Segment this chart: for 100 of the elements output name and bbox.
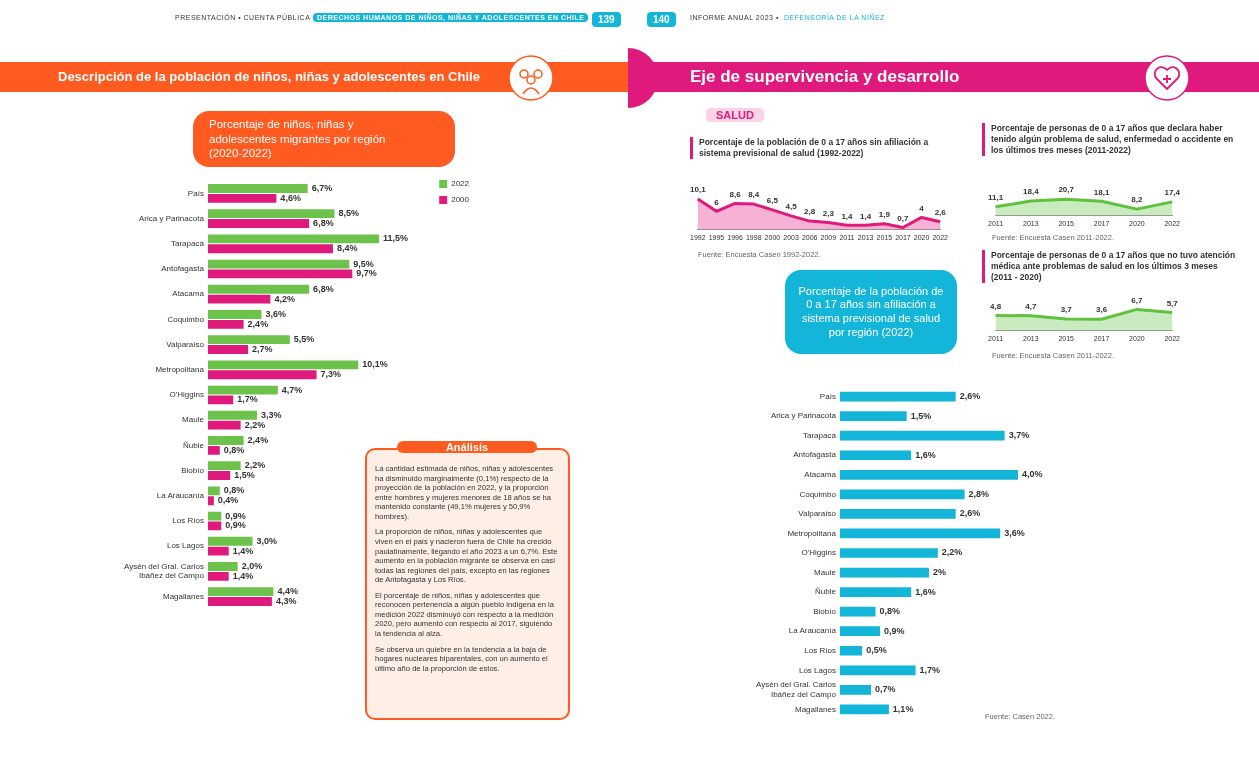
bar <box>207 335 290 345</box>
bar <box>839 548 938 558</box>
data-label: 5,5% <box>293 334 315 345</box>
data-label: 9,5% <box>353 258 374 269</box>
data-label: 4,7% <box>281 384 303 395</box>
y-tick-label: Magallanes <box>794 704 836 714</box>
y-tick-label: Valparaíso <box>166 339 205 349</box>
data-label: 0,7 <box>897 213 910 223</box>
text: Descripción de la población de niños, niñas y adolescentes en Chile <box>58 69 480 84</box>
data-label: 2,2% <box>244 460 266 471</box>
data-label: 3,6% <box>1004 527 1025 538</box>
bar <box>207 511 222 521</box>
data-label: 4,2% <box>274 293 295 304</box>
y-tick-label: Los Lagos <box>798 665 836 675</box>
bar <box>207 521 222 531</box>
bar <box>207 436 244 445</box>
data-label: 2,2% <box>244 419 266 430</box>
bar <box>207 244 333 254</box>
bar <box>207 546 229 556</box>
chart-title: Porcentaje de niños, niñas y adolescentes migrantes por región (2020-2022) <box>193 111 455 167</box>
bar <box>207 536 253 546</box>
data-label: 0,5% <box>866 645 887 656</box>
y-tick-label: Atacama <box>804 469 837 479</box>
data-label: 4,8 <box>989 301 1002 311</box>
data-label: 3,7% <box>1008 430 1030 441</box>
data-label: 8,4 <box>748 190 760 200</box>
legend-label: 2000 <box>451 195 470 205</box>
data-label: 8,5% <box>338 208 359 219</box>
bar <box>207 385 278 395</box>
data-label: 1,9 <box>878 210 891 220</box>
y-tick-label: Antofagasta <box>161 264 205 274</box>
y-tick-label: Los Ríos <box>804 645 836 655</box>
bar <box>207 587 274 597</box>
text: Análisis <box>397 441 537 453</box>
bar <box>207 420 241 430</box>
y-tick-label: País <box>819 391 836 401</box>
data-label: 1,4 <box>841 211 854 221</box>
chart-title: Porcentaje de personas de 0 a 17 años que declara haber tenido algún problema de salud, enfermedad o accidente en los últimos tres meses (2011-2022) <box>982 123 1242 157</box>
bar <box>839 645 863 656</box>
data-label: 2,3 <box>822 208 835 218</box>
data-label: 6,5 <box>766 196 779 206</box>
bar <box>207 310 262 319</box>
bar <box>207 345 249 354</box>
y-tick-label: Tarapacá <box>802 430 837 440</box>
data-label: 2,2% <box>941 547 963 558</box>
data-label: 8,2 <box>1131 195 1143 205</box>
bar <box>207 370 317 380</box>
data-label: 0,7% <box>875 684 896 695</box>
text: 139 <box>592 12 621 27</box>
chart-title: Porcentaje de la población de 0 a 17 años sin afiliación a sistema previsional de salud (1992-2022) <box>690 137 940 160</box>
data-label: 4 <box>919 203 925 213</box>
bar <box>207 284 310 294</box>
data-label: 18,1 <box>1093 187 1110 197</box>
data-label: 4,5 <box>785 202 798 212</box>
y-tick-label: Arica y Parinacota <box>770 411 837 421</box>
data-label: 1,4 <box>860 211 872 221</box>
bar <box>207 496 214 506</box>
y-tick-label: Coquimbo <box>167 314 205 324</box>
data-label: 1,4% <box>232 545 254 556</box>
data-label: 4,6% <box>280 192 301 203</box>
bar <box>207 395 234 405</box>
data-label: 2,4% <box>247 434 269 445</box>
bar <box>207 461 241 471</box>
bar <box>207 294 271 304</box>
y-tick-label: Ñuble <box>814 587 837 597</box>
y-tick-label: Coquimbo <box>799 489 837 499</box>
bar <box>207 597 272 606</box>
data-label: 20,7 <box>1058 185 1075 195</box>
data-label: 2% <box>932 567 946 578</box>
y-tick-label: Aysén del Gral. Carlos Ibáñez del Campo <box>756 680 837 699</box>
y-tick-label: Metropolitana <box>787 528 837 538</box>
data-label: 1,5% <box>910 410 932 421</box>
data-label: 3,0% <box>256 535 278 546</box>
y-tick-label: Maule <box>182 415 205 425</box>
data-label: 11,5% <box>383 233 409 244</box>
data-label: 0,8% <box>223 485 245 496</box>
y-tick-label: Metropolitana <box>155 365 205 374</box>
bar <box>839 704 889 715</box>
data-label: 6,8% <box>313 283 334 294</box>
bar <box>207 209 335 219</box>
bar <box>839 587 912 597</box>
bar <box>207 471 231 480</box>
data-label: 2,6 <box>934 207 947 217</box>
bar <box>839 509 956 519</box>
data-label: 5,7 <box>1166 298 1179 308</box>
bar <box>207 360 359 370</box>
bar <box>839 430 1005 441</box>
bar <box>839 567 929 578</box>
y-tick-label: Tarapacá <box>170 239 205 248</box>
bar <box>207 445 220 455</box>
data-label: 2,6% <box>959 391 981 402</box>
data-label: 8,4% <box>336 243 358 254</box>
chart-title: Porcentaje de personas de 0 a 17 años que no tuvo atención médica ante problemas de salud en los últimos 3 meses (2011 - 2020) <box>982 250 1237 284</box>
data-label: 1,7% <box>237 394 258 405</box>
data-label: 18,4 <box>1023 187 1040 197</box>
bar <box>207 486 220 496</box>
legend-label: 2022 <box>451 179 470 189</box>
data-label: 7,3% <box>320 369 342 380</box>
data-label: 1,1% <box>892 703 914 714</box>
data-label: 3,6 <box>1095 305 1108 315</box>
